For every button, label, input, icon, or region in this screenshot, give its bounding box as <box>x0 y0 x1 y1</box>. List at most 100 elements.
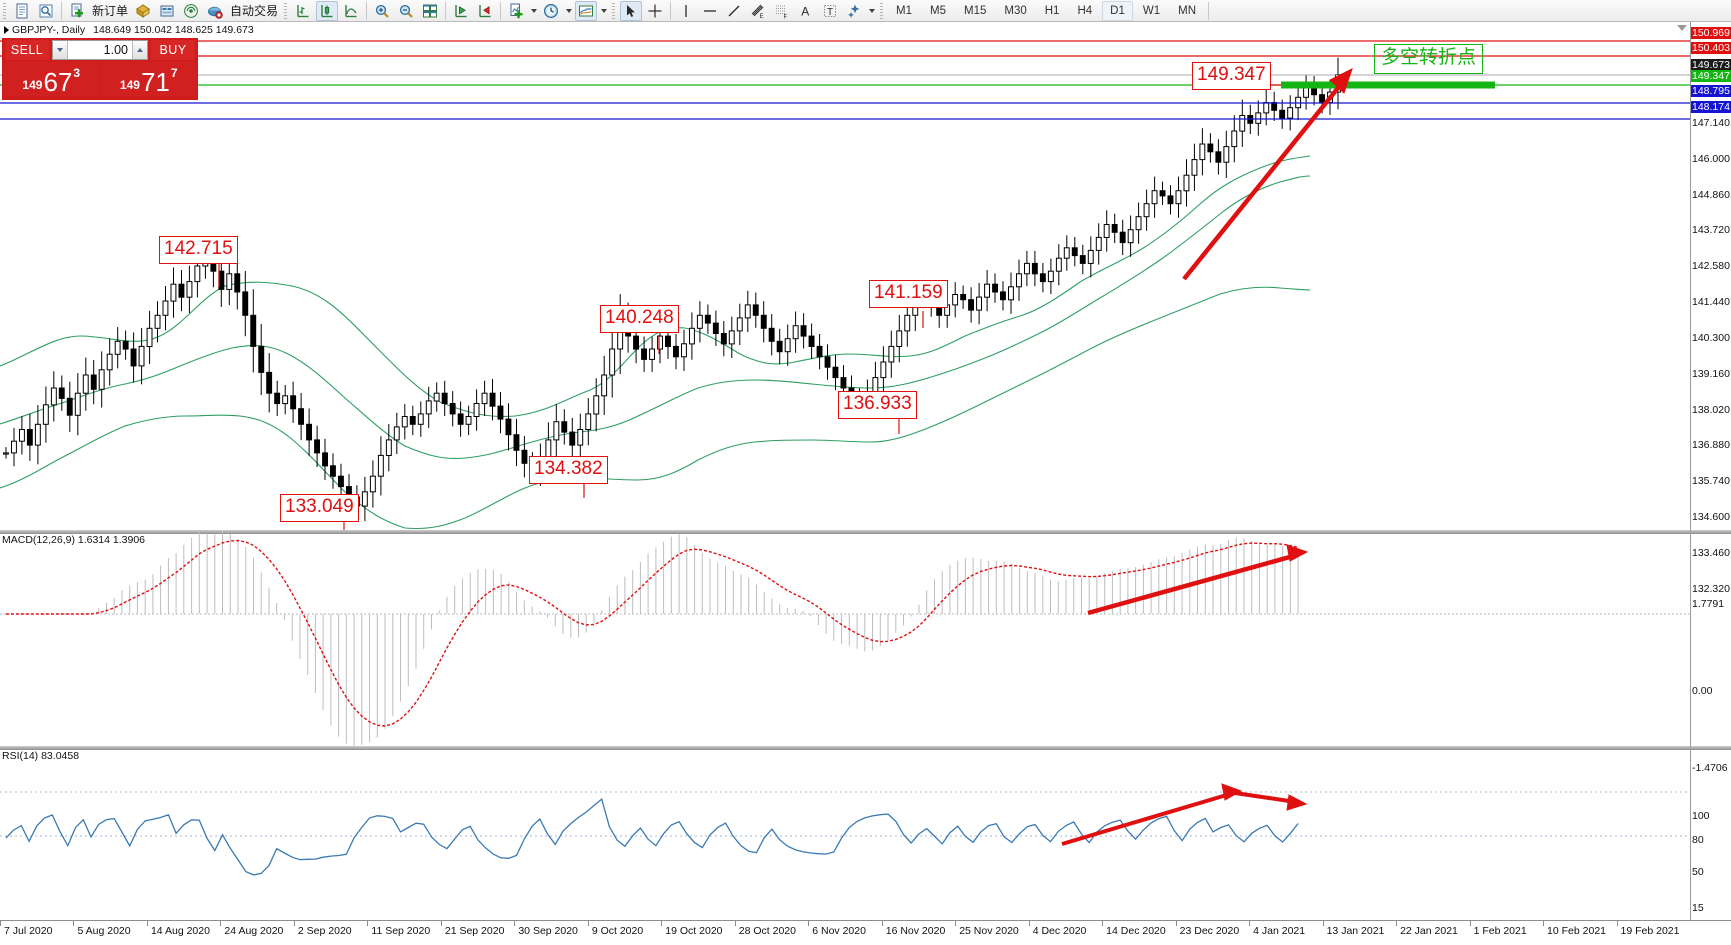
tab-timeframe-m1[interactable]: M1 <box>896 4 913 17</box>
anno-142715[interactable]: 142.715 <box>159 236 238 264</box>
terminal-icon[interactable] <box>156 1 178 21</box>
anno-134382[interactable]: 134.382 <box>529 456 608 484</box>
date-tick <box>1469 921 1471 926</box>
period-clock-icon[interactable] <box>540 1 562 21</box>
date-tick <box>1543 921 1545 926</box>
date-axis-label: 4 Dec 2020 <box>1032 925 1087 937</box>
templates-icon[interactable] <box>575 0 598 21</box>
auto-scroll-icon[interactable] <box>450 1 472 21</box>
chart-scroll-indicator-icon[interactable] <box>1677 25 1687 31</box>
line-chart-icon[interactable] <box>340 1 362 21</box>
date-tick <box>881 921 883 926</box>
scale-tag-ask: 150.969 <box>1691 27 1731 39</box>
text-tool-icon[interactable]: A <box>795 1 817 21</box>
fibonacci-icon[interactable]: F <box>771 1 793 21</box>
date-axis-label: 19 Oct 2020 <box>665 925 723 937</box>
date-tick <box>220 921 222 926</box>
equidistant-channel-icon[interactable]: E <box>747 1 769 21</box>
tab-timeframe-w1[interactable]: W1 <box>1142 4 1161 17</box>
new-chart-icon[interactable] <box>11 1 33 21</box>
tab-timeframe-d1[interactable]: D1 <box>1102 0 1133 21</box>
date-axis-label: 14 Dec 2020 <box>1106 925 1166 937</box>
zoom-out-icon[interactable] <box>395 1 417 21</box>
toolbar-grip-4[interactable] <box>878 1 886 20</box>
date-tick <box>440 921 442 926</box>
volume-decrease-icon[interactable] <box>53 41 68 59</box>
date-axis-label: 9 Oct 2020 <box>591 925 644 937</box>
tab-timeframe-mn[interactable]: MN <box>1178 4 1196 17</box>
tile-windows-icon[interactable] <box>419 1 441 21</box>
autotrading-label[interactable]: 自动交易 <box>230 4 279 18</box>
period-chevron-down-icon[interactable] <box>563 1 574 21</box>
sell-button[interactable]: SELL <box>5 40 49 60</box>
date-tick <box>146 921 148 926</box>
tab-timeframe-m15[interactable]: M15 <box>964 4 987 17</box>
volume-stepper[interactable]: 1.00 <box>52 40 148 60</box>
chart-shift-icon[interactable] <box>474 1 496 21</box>
anno-turning-point[interactable]: 多空转折点 <box>1374 44 1484 74</box>
toolbar-grip-1[interactable] <box>1 1 8 20</box>
add-indicator-icon[interactable] <box>505 1 527 21</box>
volume-increase-icon[interactable] <box>132 41 147 59</box>
price-scale[interactable]: 150.969 150.403 149.673 149.347 148.795 148.1… <box>1690 22 1731 923</box>
price-chart-pane[interactable] <box>0 36 1690 536</box>
cursor-arrow-icon[interactable] <box>620 0 643 21</box>
price-chart-canvas <box>0 40 1690 536</box>
candlestick-chart-icon[interactable] <box>316 0 339 21</box>
chart-expand-icon[interactable] <box>4 25 9 34</box>
date-tick <box>808 921 810 926</box>
toolbar-grip-3[interactable] <box>610 1 618 20</box>
anno-136933[interactable]: 136.933 <box>838 391 917 419</box>
bollinger-middle-band <box>0 175 1311 460</box>
arrows-chevron-down-icon[interactable] <box>866 1 877 21</box>
toolbar-separator-6 <box>1208 1 1209 20</box>
pane-divider-macd[interactable] <box>0 530 1731 534</box>
trendline-icon[interactable] <box>723 1 745 21</box>
new-order-label[interactable]: 新订单 <box>92 4 129 18</box>
anno-140248[interactable]: 140.248 <box>600 305 679 333</box>
date-axis-label: 22 Jan 2021 <box>1400 925 1458 937</box>
date-tick <box>0 921 1 926</box>
volume-value[interactable]: 1.00 <box>103 43 128 57</box>
sell-price-display[interactable]: 149 67 3 <box>4 62 99 96</box>
autotrading-icon[interactable] <box>204 1 226 21</box>
crosshair-icon[interactable] <box>644 1 666 21</box>
tab-timeframe-h4[interactable]: H4 <box>1077 4 1093 17</box>
pane-divider-rsi[interactable] <box>0 746 1731 750</box>
scale-tag-support1: 148.795 <box>1691 85 1731 97</box>
tab-timeframe-m30[interactable]: M30 <box>1004 4 1027 17</box>
anno-149347[interactable]: 149.347 <box>1192 62 1271 90</box>
tab-timeframe-m5[interactable]: M5 <box>930 4 946 17</box>
symbol-name: GBPJPY-, Daily <box>12 23 86 36</box>
buy-price-fraction: 7 <box>170 66 178 80</box>
rsi-pane[interactable]: RSI(14) 83.0458 <box>0 750 1690 916</box>
text-label-icon[interactable]: T <box>819 1 841 21</box>
date-axis-label: 28 Oct 2020 <box>738 925 796 937</box>
anno-133049[interactable]: 133.049 <box>280 494 359 522</box>
buy-price-display[interactable]: 149 71 7 <box>101 62 196 96</box>
bar-chart-icon[interactable] <box>292 1 314 21</box>
bollinger-lower-band <box>0 286 1311 530</box>
toolbar-grip-2[interactable] <box>282 1 290 20</box>
macd-pane[interactable]: MACD(12,26,9) 1.6314 1.3906 <box>0 531 1690 746</box>
new-order-icon[interactable] <box>66 1 88 21</box>
horizontal-line-icon[interactable] <box>699 1 721 21</box>
templates-chevron-down-icon[interactable] <box>598 1 609 21</box>
scale-label-price-2: 144.860 <box>1692 189 1730 201</box>
signals-icon[interactable] <box>180 1 202 21</box>
scale-divider-2 <box>1691 746 1731 750</box>
expert-advisors-icon[interactable] <box>132 1 154 21</box>
anno-141159[interactable]: 141.159 <box>869 280 948 308</box>
one-click-trading-panel[interactable]: SELL 1.00 BUY 149 67 3 149 71 7 <box>2 38 198 100</box>
zoom-in-icon[interactable] <box>371 1 393 21</box>
sell-price-prefix: 149 <box>22 78 43 92</box>
add-indicator-chevron-down-icon[interactable] <box>528 1 539 21</box>
tab-timeframe-h1[interactable]: H1 <box>1044 4 1060 17</box>
date-axis-label: 21 Sep 2020 <box>444 925 505 937</box>
symbol-ohlc: 148.649 150.042 148.625 149.673 <box>93 23 254 36</box>
symbol-info-line: GBPJPY-, Daily 148.649 150.042 148.625 1… <box>0 23 1731 36</box>
vertical-line-icon[interactable] <box>675 1 697 21</box>
market-watch-icon[interactable] <box>35 1 57 21</box>
buy-button[interactable]: BUY <box>151 40 195 60</box>
arrows-icon[interactable] <box>843 1 865 21</box>
